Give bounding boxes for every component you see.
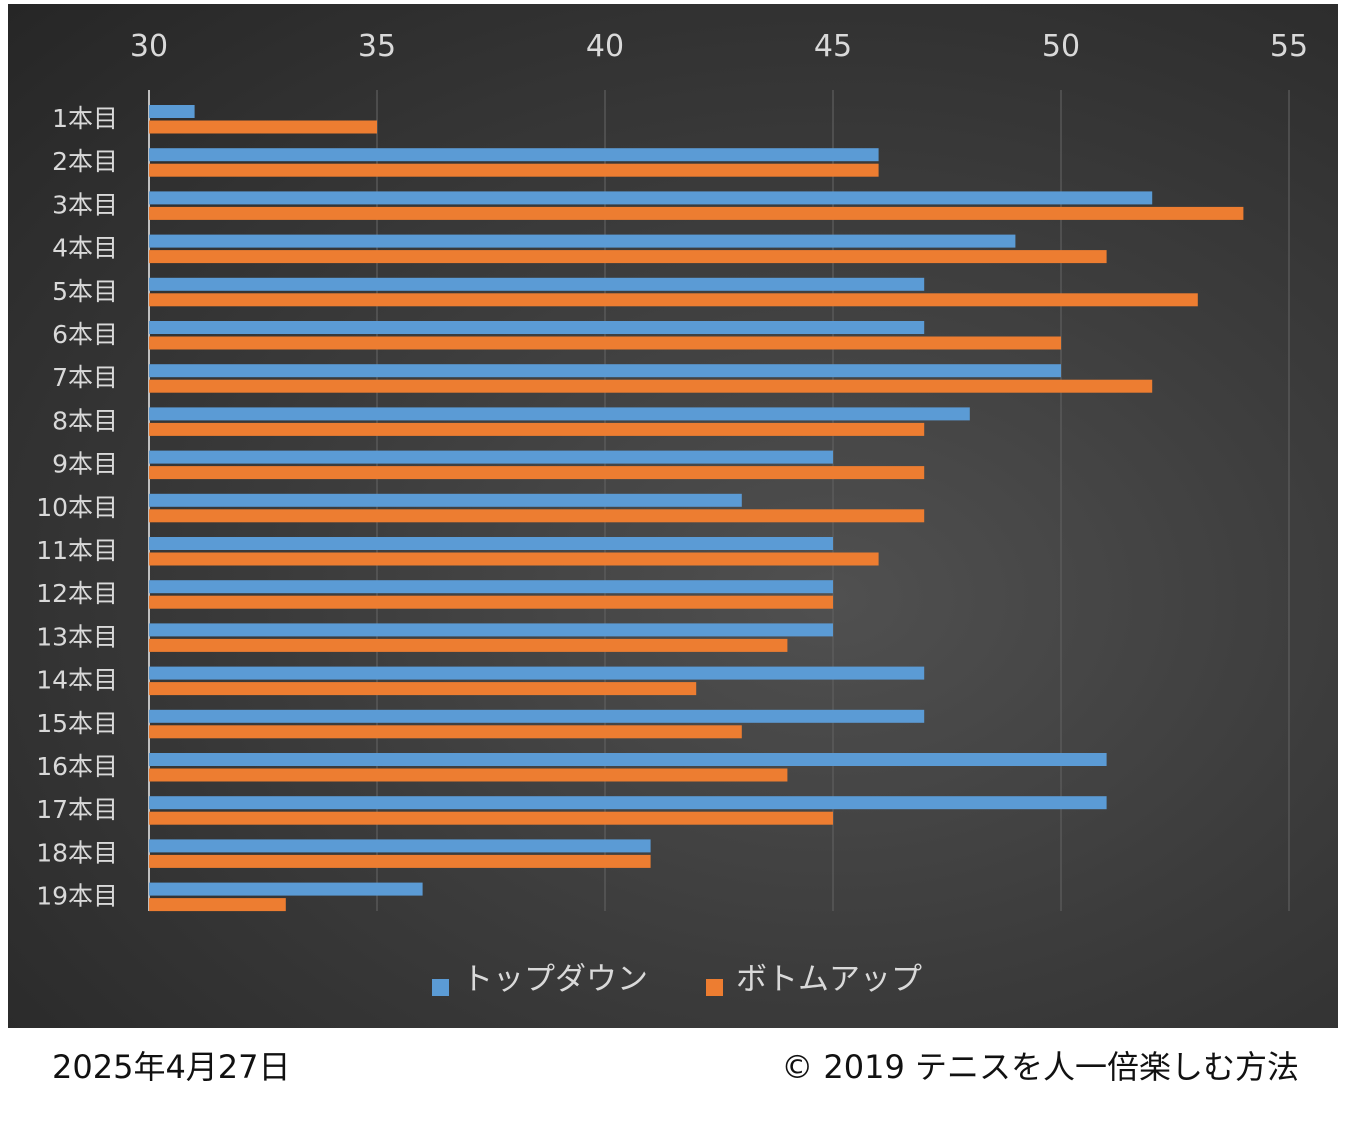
legend-swatch (432, 979, 449, 996)
bar-topdown (149, 321, 925, 334)
bar-topdown (149, 364, 1061, 378)
legend-swatch (706, 979, 723, 996)
y-tick-label: 19本目 (36, 882, 118, 911)
bar-topdown (149, 666, 925, 680)
x-tick-label: 45 (814, 29, 852, 64)
y-tick-label: 5本目 (52, 277, 118, 306)
chart-panel: 30 35 40 45 50 55 1本目 2本目 3本目 4本目 5本目 6本目 7本目 8本目 9本目… (8, 4, 1338, 1028)
y-tick-label: 3本目 (52, 190, 118, 219)
legend-label: ボトムアップ (736, 962, 922, 998)
y-tick-label: 16本目 (36, 752, 118, 781)
bar-bottomup (149, 768, 788, 782)
bar-bottomup (149, 811, 833, 825)
bar-bottomup (149, 422, 925, 436)
bar-topdown (149, 882, 423, 896)
bar-topdown (149, 796, 1107, 810)
bar-topdown (149, 537, 833, 550)
y-tick-label: 18本目 (36, 838, 118, 867)
bar-bottomup (149, 163, 879, 177)
bar-bottomup (149, 682, 697, 696)
bar-bottomup (149, 250, 1107, 264)
bar-bottomup (149, 898, 286, 912)
bar-bottomup (149, 595, 833, 609)
bar-bottomup (149, 206, 1244, 220)
y-tick-label: 4本目 (52, 234, 118, 263)
y-tick-label: 7本目 (52, 363, 118, 392)
y-tick-label: 11本目 (36, 536, 118, 565)
y-tick-label: 13本目 (36, 622, 118, 651)
bar-topdown (149, 839, 651, 853)
bar-bottomup (149, 552, 879, 566)
bar-topdown (149, 105, 195, 118)
x-tick-label: 55 (1270, 29, 1308, 64)
x-tick-label: 40 (586, 29, 624, 64)
bar-bottomup (149, 379, 1153, 393)
bar-topdown (149, 148, 879, 162)
y-tick-label: 6本目 (52, 320, 118, 349)
date-label: 2025年4月27日 (52, 1048, 291, 1086)
bar-topdown (149, 191, 1153, 205)
bar-topdown (149, 709, 925, 723)
bar-bottomup (149, 293, 1198, 307)
bar-topdown (149, 493, 742, 507)
bar-topdown (149, 450, 833, 464)
y-tick-label: 8本目 (52, 406, 118, 435)
bar-topdown (149, 234, 1016, 248)
y-tick-label: 2本目 (52, 147, 118, 176)
y-tick-label: 9本目 (52, 450, 118, 479)
bar-bottomup (149, 725, 742, 739)
bar-bottomup (149, 466, 925, 480)
legend-label: トップダウン (462, 962, 648, 998)
y-tick-label: 1本目 (52, 104, 118, 133)
y-tick-label: 10本目 (36, 493, 118, 522)
copyright-label: © 2019 テニスを人一倍楽しむ方法 (781, 1048, 1299, 1086)
x-tick-label: 30 (130, 29, 168, 64)
x-tick-label: 35 (358, 29, 396, 64)
x-tick-label: 50 (1042, 29, 1080, 64)
bar-bottomup (149, 120, 377, 134)
bar-topdown (149, 407, 970, 421)
bar-topdown (149, 753, 1107, 766)
y-tick-label: 14本目 (36, 666, 118, 695)
bar-topdown (149, 623, 833, 637)
y-tick-label: 17本目 (36, 795, 118, 824)
bar-chart: 30 35 40 45 50 55 1本目 2本目 3本目 4本目 5本目 6本目 7本目 8本目 9本目… (36, 29, 1308, 998)
bar-bottomup (149, 509, 925, 523)
bar-bottomup (149, 336, 1061, 350)
bar-bottomup (149, 638, 788, 652)
y-tick-label: 12本目 (36, 579, 118, 608)
bar-topdown (149, 580, 833, 594)
bar-topdown (149, 277, 925, 291)
y-tick-label: 15本目 (36, 709, 118, 738)
bar-bottomup (149, 854, 651, 868)
